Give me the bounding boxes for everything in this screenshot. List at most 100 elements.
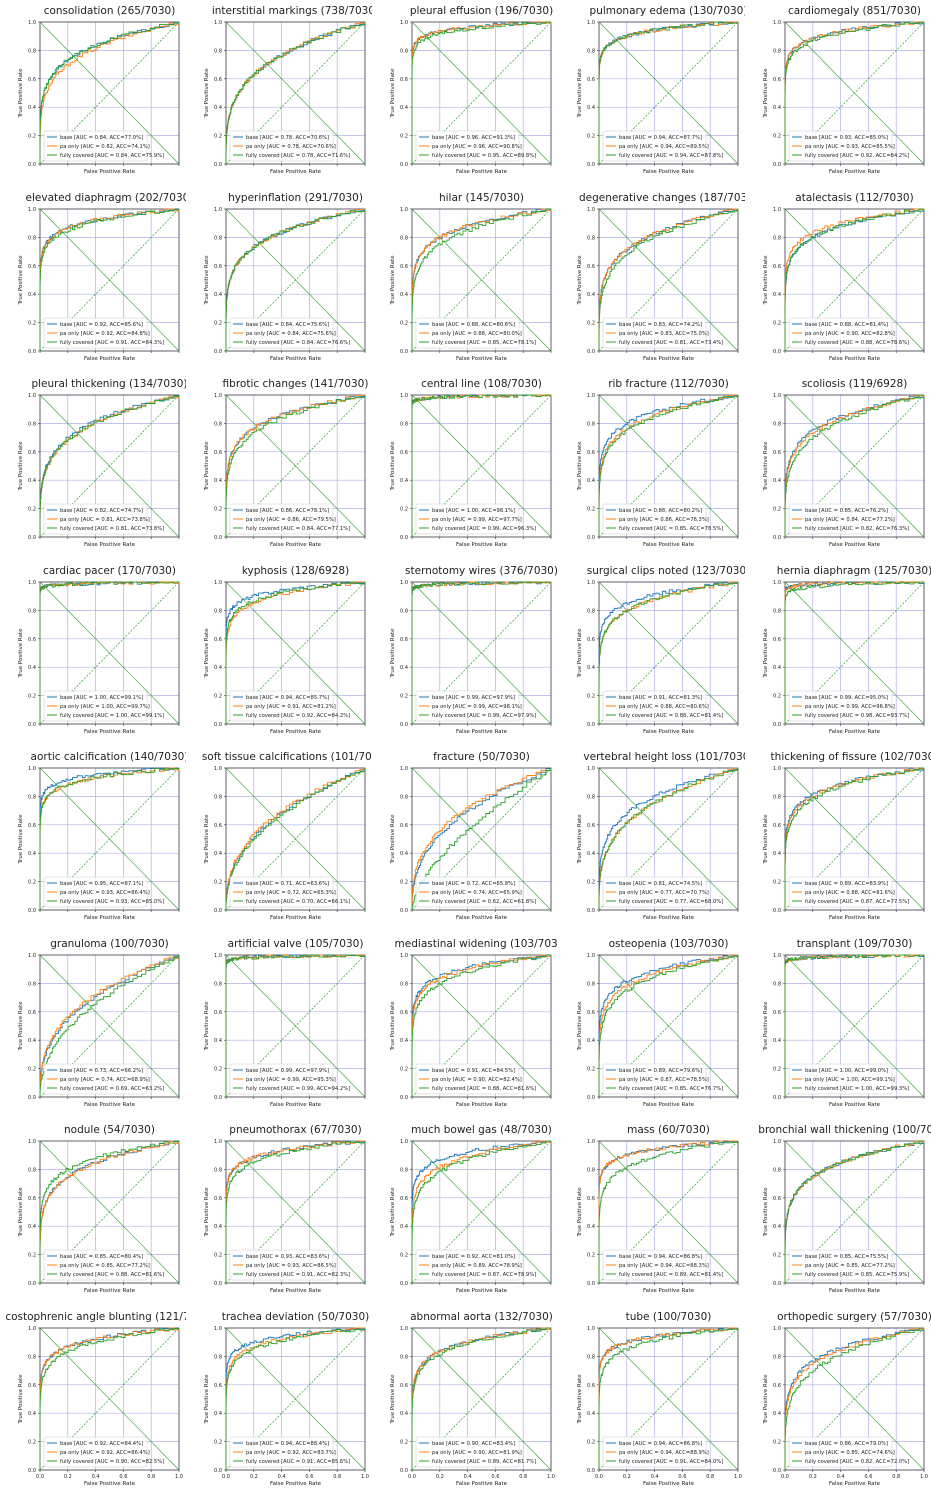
chart-title: kyphosis (128/6928) xyxy=(242,565,349,577)
y-tick-label: 0.4 xyxy=(773,105,781,111)
legend-entry: fully covered [AUC = 0.78, ACC=71.6%] xyxy=(246,153,350,159)
y-axis-label: True Positive Rate xyxy=(390,1187,396,1238)
legend-entry: fully covered [AUC = 0.70, ACC=66.1%] xyxy=(246,899,350,905)
y-tick-label: 0.0 xyxy=(214,908,222,914)
y-tick-label: 1.0 xyxy=(400,953,408,959)
y-tick-label: 0.4 xyxy=(214,478,222,484)
y-tick-label: 0.6 xyxy=(214,636,222,642)
y-tick-label: 0.4 xyxy=(587,665,595,671)
legend-box xyxy=(229,1063,334,1094)
y-axis-label: True Positive Rate xyxy=(204,441,210,492)
legend-entry: base [AUC = 0.82, ACC=74.7%] xyxy=(60,508,143,514)
legend-entry: base [AUC = 0.99, ACC=95.0%] xyxy=(805,694,888,700)
y-axis-label: True Positive Rate xyxy=(390,627,396,678)
legend-entry: pa only [AUC = 0.93, ACC=86.4%] xyxy=(60,890,150,896)
legend-entry: pa only [AUC = 0.86, ACC=79.5%] xyxy=(246,517,336,523)
y-tick-label: 0.6 xyxy=(28,263,36,269)
roc-chart: fracture (50/7030) 0.0 0.2 0.4 0.6 0.8 1.0 Fals… xyxy=(390,751,552,921)
y-tick-label: 0.4 xyxy=(28,1411,36,1417)
anti-diagonal xyxy=(784,581,925,724)
legend-box xyxy=(43,1436,148,1467)
roc-curve-fully-covered xyxy=(39,395,180,538)
y-tick-label: 0.8 xyxy=(400,608,408,614)
chart-title: costophrenic angle blunting (121/7030) xyxy=(5,1311,186,1323)
plot-frame xyxy=(225,394,366,538)
roc-chart: osteopenia (103/7030) 0.0 0.2 0.4 0.6 0.8 1.0 F… xyxy=(577,938,739,1108)
y-tick-label: 0.4 xyxy=(400,292,408,298)
legend-entry: base [AUC = 0.71, ACC=63.6%] xyxy=(246,881,329,887)
plot-frame xyxy=(784,394,925,538)
y-axis-label: True Positive Rate xyxy=(763,254,769,305)
anti-diagonal xyxy=(225,1327,366,1470)
legend-entry: base [AUC = 0.86, ACC=78.1%] xyxy=(246,508,329,514)
y-tick-label: 0.8 xyxy=(773,608,781,614)
y-tick-label: 0.0 xyxy=(28,1281,36,1287)
y-tick-label: 0.0 xyxy=(400,1281,408,1287)
y-axis-label: True Positive Rate xyxy=(577,1373,583,1424)
x-axis-label: False Positive Rate xyxy=(456,1288,508,1294)
plot-frame xyxy=(225,767,366,911)
legend-entry: base [AUC = 0.99, ACC=97.9%] xyxy=(432,694,515,700)
legend: base [AUC = 0.94, ACC=88.4%] pa only [AUC… xyxy=(229,1436,350,1467)
x-tick-label: 0.2 xyxy=(436,1474,444,1480)
roc-curve-pa-only xyxy=(39,1140,180,1284)
legend-entry: pa only [AUC = 0.85, ACC=74.6%] xyxy=(805,1449,895,1455)
y-axis-label: True Positive Rate xyxy=(204,1373,210,1424)
legend-entry: base [AUC = 0.81, ACC=74.5%] xyxy=(619,881,702,887)
anti-diagonal xyxy=(225,954,366,1097)
roc-chart: tube (100/7030) 0.00.0 0.2 0.2 0.4 0.4 0.6 0.6 0… xyxy=(577,1311,742,1487)
y-tick-label: 0.2 xyxy=(28,320,36,326)
chart-title: rib fracture (112/7030) xyxy=(608,378,729,390)
legend: base [AUC = 0.92, ACC=84.4%] pa only [AUC… xyxy=(43,1436,164,1467)
plot-frame xyxy=(39,394,180,538)
legend-entry: fully covered [AUC = 0.99, ACC=97.9%] xyxy=(432,712,536,718)
x-axis-label: False Positive Rate xyxy=(829,356,881,362)
roc-chart: aortic calcification (140/7030) 0.0 0.2 0.4… xyxy=(18,751,186,921)
legend-box xyxy=(43,1063,148,1094)
anti-diagonal xyxy=(598,394,738,538)
x-axis-label: False Positive Rate xyxy=(270,1481,322,1487)
legend: base [AUC = 0.73, ACC=66.2%] pa only [AUC… xyxy=(43,1063,164,1094)
chart-title: hernia diaphragm (125/7030) xyxy=(777,565,931,577)
y-tick-label: 0.8 xyxy=(400,421,408,427)
anti-diagonal xyxy=(412,208,552,351)
roc-curve-fully-covered xyxy=(225,1327,366,1470)
legend-entry: fully covered [AUC = 1.00, ACC=99.3%] xyxy=(805,1085,909,1091)
legend-entry: base [AUC = 0.93, ACC=85.0%] xyxy=(805,135,888,141)
y-tick-label: 0.4 xyxy=(587,1224,595,1230)
x-axis-label: False Positive Rate xyxy=(270,169,322,175)
x-tick-label: 0.2 xyxy=(622,1474,630,1480)
y-tick-label: 0.4 xyxy=(28,1224,36,1230)
x-tick-label: 0.0 xyxy=(222,1474,230,1480)
roc-curve-fully-covered xyxy=(411,1140,552,1284)
roc-curve-pa-only xyxy=(225,768,366,911)
legend-entry: fully covered [AUC = 0.81, ACC=73.8%] xyxy=(60,526,164,532)
chart-title: fibrotic changes (141/7030) xyxy=(223,378,369,390)
plot-frame xyxy=(784,1327,925,1470)
x-axis-label: False Positive Rate xyxy=(829,1481,881,1487)
legend-box xyxy=(43,690,148,721)
x-axis-label: False Positive Rate xyxy=(829,915,881,921)
roc-curve-fully-covered xyxy=(784,21,924,165)
y-tick-label: 0.2 xyxy=(28,1066,36,1072)
legend-box xyxy=(229,130,334,162)
y-tick-label: 0.2 xyxy=(214,880,222,886)
roc-curve-fully-covered xyxy=(39,581,180,724)
roc-curve-fully-covered xyxy=(784,1140,924,1284)
legend-entry: base [AUC = 0.91, ACC=81.3%] xyxy=(619,694,702,700)
legend-entry: pa only [AUC = 0.92, ACC=83.7%] xyxy=(246,1449,336,1455)
y-axis-label: True Positive Rate xyxy=(763,68,769,119)
anti-diagonal xyxy=(412,394,552,538)
anti-diagonal xyxy=(412,1327,552,1470)
chart-title: mediastinal widening (103/7030) xyxy=(395,938,558,950)
roc-chart: hilar (145/7030) 0.0 0.2 0.4 0.6 0.8 1.0 False … xyxy=(390,192,552,362)
anti-diagonal xyxy=(598,954,738,1097)
chart-title: central line (108/7030) xyxy=(421,378,542,390)
roc-chart: hyperinflation (291/7030) 0.0 0.2 0.4 0.6 0.8… xyxy=(204,192,366,362)
roc-curve-fully-covered xyxy=(598,581,739,724)
roc-curve-fully-covered xyxy=(784,581,924,724)
y-tick-label: 0.0 xyxy=(214,162,222,168)
chart-title: interstitial markings (738/7030) xyxy=(212,5,372,17)
y-tick-label: 0.6 xyxy=(28,450,36,456)
x-tick-label: 0.6 xyxy=(864,1474,872,1480)
